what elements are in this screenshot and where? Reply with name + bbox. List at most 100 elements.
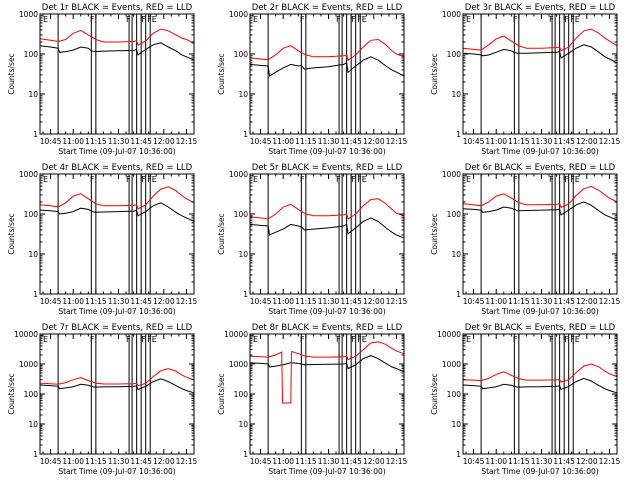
flag-label: F [336,175,341,184]
y-tick-label: 10 [451,90,461,99]
flag-label: F [570,335,575,344]
x-tick-label: 11:30 [108,297,130,306]
x-tick-label: 11:15 [508,457,530,466]
events-series-line [39,202,195,222]
flag-label: E [362,335,367,344]
y-tick-label: 10 [238,90,248,99]
x-tick-label: 12:15 [176,297,198,306]
y-axis-label: Counts/sec [430,213,439,254]
x-tick-label: 12:15 [599,137,621,146]
x-tick-label: 12:15 [599,457,621,466]
x-tick-label: 11:30 [108,457,130,466]
flag-label: E [253,175,258,184]
x-tick-label: 11:00 [272,297,294,306]
x-axis-label: Start Time (09-Jul-07 10:36:00) [58,147,175,156]
chart-title: Det 5r BLACK = Events, RED = LLD [252,163,403,173]
x-tick-label: 10:45 [250,297,272,306]
flag-label: F [351,335,356,344]
flag-label: E [152,335,157,344]
flag-label: E [253,335,258,344]
flag-label: E [152,175,157,184]
x-tick-label: 11:15 [295,297,317,306]
flag-label: F [351,175,356,184]
x-tick-label: 12:00 [153,457,175,466]
lld-series-line [462,28,618,52]
flag-label: F [549,15,554,24]
flag-label: E [575,15,580,24]
x-tick-label: 11:45 [340,457,362,466]
lld-series-line [39,186,195,210]
y-tick-label: 100 [24,210,39,219]
y-tick-label: 1 [456,130,461,139]
flag-label: E [362,175,367,184]
flag-label: E [575,175,580,184]
flag-label: F [90,175,95,184]
x-tick-label: 11:30 [318,457,340,466]
flag-label: F [513,15,518,24]
x-tick-label: 10:45 [463,457,485,466]
events-series-line [462,377,618,394]
chart-title: Det 8r BLACK = Events, RED = LLD [252,323,403,333]
y-tick-label: 10 [238,250,248,259]
flag-label: F [513,335,518,344]
x-tick-label: 11:45 [340,137,362,146]
flag-label: E [466,175,471,184]
chart-title: Det 1r BLACK = Events, RED = LLD [42,3,193,13]
x-tick-label: 12:15 [386,137,408,146]
x-tick-label: 11:00 [62,137,84,146]
x-tick-label: 12:15 [386,457,408,466]
flag-label: E [253,15,258,24]
x-tick-label: 11:00 [272,137,294,146]
y-tick-label: 1 [33,130,38,139]
x-tick-label: 12:00 [363,297,385,306]
x-axis-label: Start Time (09-Jul-07 10:36:00) [268,467,385,476]
lld-series-line [462,185,618,209]
flag-label: F [564,335,569,344]
y-tick-label: 1000 [229,10,248,19]
y-tick-label: 100 [234,210,249,219]
x-tick-label: 11:45 [130,457,152,466]
flag-label: E [466,335,471,344]
flag-label: F [126,175,131,184]
y-tick-label: 1 [243,450,248,459]
chart-title: Det 7r BLACK = Events, RED = LLD [42,323,193,333]
chart-title: Det 6r BLACK = Events, RED = LLD [465,163,616,173]
x-tick-label: 11:15 [85,137,107,146]
chart-title: Det 9r BLACK = Events, RED = LLD [465,323,616,333]
flag-label: F [564,175,569,184]
x-tick-label: 11:15 [295,457,317,466]
y-tick-label: 1000 [19,170,38,179]
y-tick-label: 10000 [437,330,461,339]
flag-label: F [357,175,362,184]
y-tick-label: 100 [447,50,462,59]
lld-series-line [39,28,195,47]
y-axis-label: Counts/sec [217,373,226,414]
flag-label: F [357,15,362,24]
flag-label: F [90,15,95,24]
x-tick-label: 11:00 [272,457,294,466]
y-axis-label: Counts/sec [430,373,439,414]
x-tick-label: 10:45 [40,137,62,146]
flag-label: E [43,175,48,184]
y-axis-label: Counts/sec [217,53,226,94]
x-tick-label: 11:15 [295,137,317,146]
x-tick-label: 11:15 [85,457,107,466]
flag-label: F [147,335,152,344]
y-tick-label: 1000 [442,10,461,19]
x-axis-label: Start Time (09-Jul-07 10:36:00) [481,147,598,156]
plot-frame [249,333,405,455]
x-tick-label: 12:00 [153,137,175,146]
x-tick-label: 12:15 [386,297,408,306]
x-tick-label: 10:45 [40,297,62,306]
flag-label: E [152,15,157,24]
flag-label: F [147,175,152,184]
x-tick-label: 12:15 [599,297,621,306]
events-series-line [39,378,195,394]
x-tick-label: 11:30 [318,297,340,306]
lld-series-line [249,38,405,62]
lld-series-line [39,368,195,387]
y-tick-label: 1 [243,290,248,299]
